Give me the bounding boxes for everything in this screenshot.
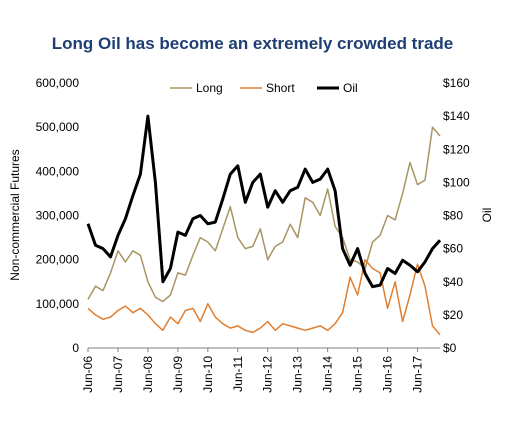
x-tick-label: Jun-09 — [171, 356, 185, 393]
legend: Long Short Oil — [170, 81, 358, 95]
y-right-tick-label: $60 — [443, 242, 463, 256]
y-left-tick-label: 400,000 — [36, 164, 80, 178]
x-tick-label: Jun-13 — [291, 356, 305, 393]
y-left-tick-label: 100,000 — [36, 297, 80, 311]
y-left-tick-label: 300,000 — [36, 209, 80, 223]
legend-label: Long — [196, 81, 223, 95]
legend-label: Short — [266, 81, 295, 95]
legend-label: Oil — [343, 81, 358, 95]
y-right-tick-label: $160 — [443, 76, 470, 90]
x-tick-label: Jun-14 — [321, 356, 335, 393]
axes-group: 0 100,000 200,000 300,000 400,000 500,000 600,… — [36, 76, 470, 393]
y-left-tick-label: 600,000 — [36, 76, 80, 90]
y-right-tick-label: $100 — [443, 175, 470, 189]
y-right-tick-label: $140 — [443, 109, 470, 123]
x-tick-label: Jun-17 — [411, 356, 425, 393]
y-axis-right-label: Oil — [480, 208, 494, 223]
x-tick-label: Jun-12 — [261, 356, 275, 393]
y-left-tick-label: 0 — [72, 341, 79, 355]
series-lines — [86, 114, 442, 336]
x-tick-label: Jun-16 — [381, 356, 395, 393]
series-oil-line — [86, 114, 442, 289]
x-tick-label: Jun-06 — [81, 356, 95, 393]
y-right-tick-label: $0 — [443, 341, 457, 355]
y-left-tick-label: 200,000 — [36, 253, 80, 267]
y-axis-left-label: Non-commercial Futures — [8, 149, 22, 280]
x-tick-label: Jun-07 — [111, 356, 125, 393]
series-long-line — [87, 126, 441, 303]
x-tick-label: Jun-10 — [201, 356, 215, 393]
y-left-tick-label: 500,000 — [36, 120, 80, 134]
y-right-tick-label: $40 — [443, 275, 463, 289]
x-tick-label: Jun-08 — [141, 356, 155, 393]
y-right-tick-label: $80 — [443, 209, 463, 223]
x-tick-label: Jun-15 — [351, 356, 365, 393]
y-right-tick-label: $20 — [443, 308, 463, 322]
x-tick-label: Jun-11 — [231, 356, 245, 392]
y-right-tick-label: $120 — [443, 142, 470, 156]
chart-title: Long Oil has become an extremely crowded… — [51, 34, 454, 53]
